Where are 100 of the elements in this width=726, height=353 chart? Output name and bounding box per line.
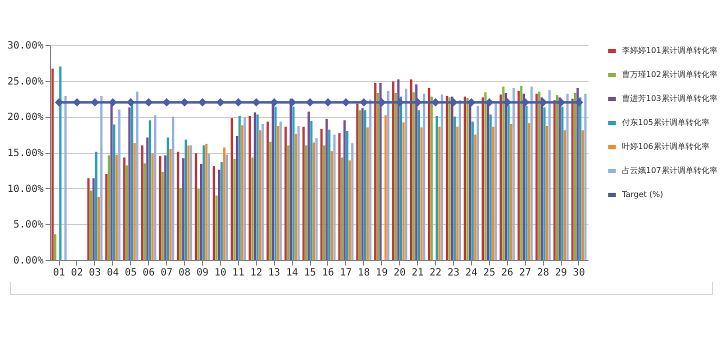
bar (230, 118, 234, 260)
x-tick-label: 12 (250, 268, 262, 278)
bar (251, 158, 254, 260)
bar (182, 158, 184, 260)
bar (146, 137, 149, 260)
bar (369, 99, 372, 260)
x-tick-label: 15 (304, 268, 316, 278)
x-tick-label: 13 (268, 268, 280, 278)
x-tick-label: 11 (232, 268, 244, 278)
bar (343, 120, 346, 260)
bar (292, 106, 295, 260)
bar (226, 154, 228, 260)
bar (356, 104, 359, 260)
bar (522, 94, 526, 260)
bar (474, 134, 476, 260)
y-tick-label: 25.00% (7, 76, 44, 88)
bar (392, 82, 394, 260)
bar (418, 110, 420, 260)
bar (305, 145, 308, 260)
bar (272, 102, 274, 260)
bar (348, 160, 351, 260)
bar (154, 115, 156, 260)
bar (116, 154, 118, 260)
bar (312, 142, 316, 260)
bar (95, 152, 98, 260)
bar (162, 172, 164, 260)
x-tick-label: 24 (465, 268, 478, 278)
bar (144, 163, 146, 260)
bar (472, 122, 474, 260)
bar (535, 94, 538, 260)
legend-label: 占云娥107累计调单转化率 (622, 166, 718, 175)
bar (308, 112, 310, 260)
x-tick-label: 30 (572, 268, 585, 278)
legend-label: 曹万瑾102累计调单转化率 (622, 70, 718, 79)
bar (518, 90, 520, 260)
bar (159, 156, 162, 260)
bar (579, 97, 582, 260)
bar (287, 145, 290, 260)
x-tick-label: 20 (394, 268, 406, 278)
x-tick-label: 23 (447, 268, 460, 278)
bar (451, 96, 454, 260)
x-tick-label: 04 (106, 268, 119, 278)
bar (456, 126, 458, 260)
bar (205, 144, 208, 260)
bar (430, 96, 433, 260)
bar (512, 88, 515, 260)
bar (489, 114, 492, 260)
bar (269, 142, 272, 260)
legend-label: 李婷婷101累计调单转化率 (622, 46, 718, 55)
legend-label: 曹进芳103累计调单转化率 (622, 94, 718, 103)
bar (326, 118, 328, 260)
bar (100, 96, 103, 260)
bar (364, 110, 366, 260)
bar (584, 94, 587, 260)
y-tick-label: 0.00% (13, 256, 44, 266)
bar (476, 106, 479, 260)
bar (454, 116, 456, 260)
bar (51, 68, 54, 260)
legend-label: 付东105累计调单转化率 (622, 118, 710, 127)
bar (374, 82, 376, 260)
bar (502, 86, 505, 260)
x-tick-label: 25 (483, 268, 496, 278)
x-tick-label: 18 (358, 268, 370, 278)
bar (376, 93, 380, 260)
bar (556, 95, 558, 260)
x-tick-label: 01 (53, 268, 66, 278)
bar (136, 92, 138, 260)
x-tick-label: 19 (376, 268, 388, 278)
x-tick-label: 14 (286, 268, 298, 278)
bar (241, 125, 244, 260)
bar (290, 98, 292, 260)
y-tick-label: 30.00% (7, 40, 44, 52)
bar (415, 84, 418, 260)
bar (92, 178, 95, 260)
x-tick-label: 22 (430, 268, 442, 278)
bar (238, 116, 241, 260)
bar (54, 234, 56, 260)
bar (387, 90, 390, 260)
bar (494, 104, 497, 260)
bar (248, 116, 251, 260)
x-tick-label: 16 (322, 268, 334, 278)
bar (412, 92, 415, 260)
bar (279, 122, 282, 260)
bar (197, 189, 200, 260)
x-tick-label: 29 (554, 268, 568, 278)
bar (262, 124, 264, 260)
x-tick-label: 28 (537, 268, 550, 278)
bar (118, 110, 120, 260)
x-tick-label: 26 (501, 268, 514, 278)
x-tick-label: 27 (519, 268, 532, 278)
bar (492, 126, 494, 260)
bar (438, 126, 441, 260)
legend-label: Target (%) (621, 190, 664, 199)
y-tick-label: 15.00% (7, 148, 44, 159)
bar (351, 143, 354, 260)
bar (482, 97, 484, 260)
y-tick-label: 5.00% (13, 220, 44, 231)
bar (266, 122, 269, 260)
bar (366, 127, 369, 260)
bar (404, 88, 408, 260)
